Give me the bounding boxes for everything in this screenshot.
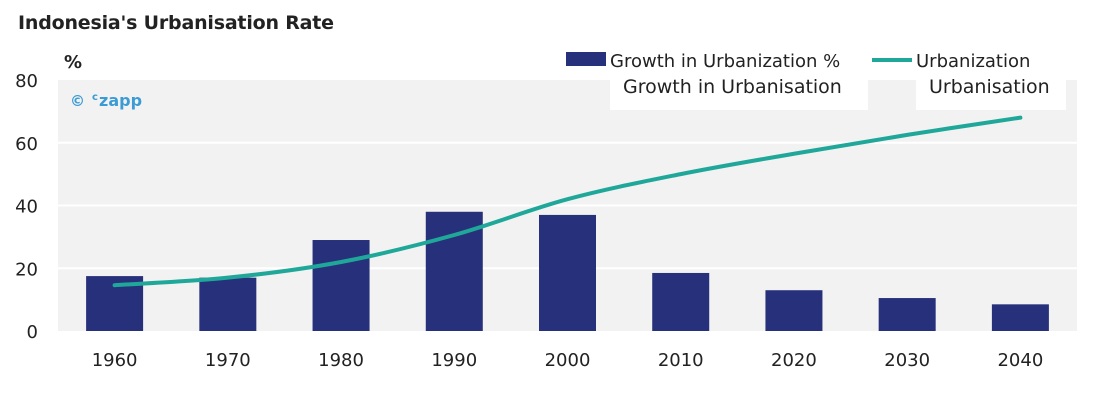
chart-title: Indonesia's Urbanisation Rate: [18, 12, 334, 34]
urbanization-line: [112, 115, 1023, 288]
overlay-label-urbanisation: Urbanisation: [929, 76, 1050, 98]
bar: [199, 277, 257, 331]
bar: [991, 304, 1049, 331]
bar: [765, 290, 823, 331]
legend-label-line: Urbanization: [916, 51, 1030, 72]
x-tick-label: 2000: [545, 350, 591, 371]
legend: Growth in Urbanization % Urbanization: [566, 51, 1030, 72]
watermark: © czapp: [70, 91, 142, 110]
copyright-symbol: ©: [70, 92, 85, 110]
x-tick-label: 1990: [431, 350, 477, 371]
bar: [312, 240, 370, 331]
bar: [878, 298, 936, 331]
x-tick-label: 2030: [884, 350, 930, 371]
watermark-brand: czapp: [92, 91, 142, 110]
x-tick-label: 1980: [318, 350, 364, 371]
bar: [425, 211, 483, 331]
legend-swatch-bars: [566, 52, 606, 66]
y-tick-label: 60: [15, 134, 38, 155]
overlay-box-urbanisation: [916, 70, 1066, 110]
bar: [539, 214, 596, 331]
overlay-labels: Growth in Urbanisation Urbanisation: [610, 70, 1066, 110]
y-tick-label: 0: [27, 322, 38, 343]
x-tick-label: 2020: [771, 350, 817, 371]
x-tick-label: 1960: [92, 350, 138, 371]
y-tick-label: 80: [15, 71, 38, 92]
line-series: [112, 115, 1023, 288]
bars: [86, 211, 1049, 331]
y-tick-label: 20: [15, 259, 38, 280]
overlay-label-growth: Growth in Urbanisation: [623, 76, 842, 98]
legend-label-bars: Growth in Urbanization %: [610, 51, 840, 72]
overlay-box-growth: [610, 70, 868, 110]
y-tick-label: 40: [15, 197, 38, 218]
x-tick-label: 2040: [997, 350, 1043, 371]
x-tick-label: 2010: [658, 350, 704, 371]
y-axis-unit-label: %: [64, 52, 82, 73]
x-tick-label: 1970: [205, 350, 251, 371]
bar: [652, 272, 710, 331]
